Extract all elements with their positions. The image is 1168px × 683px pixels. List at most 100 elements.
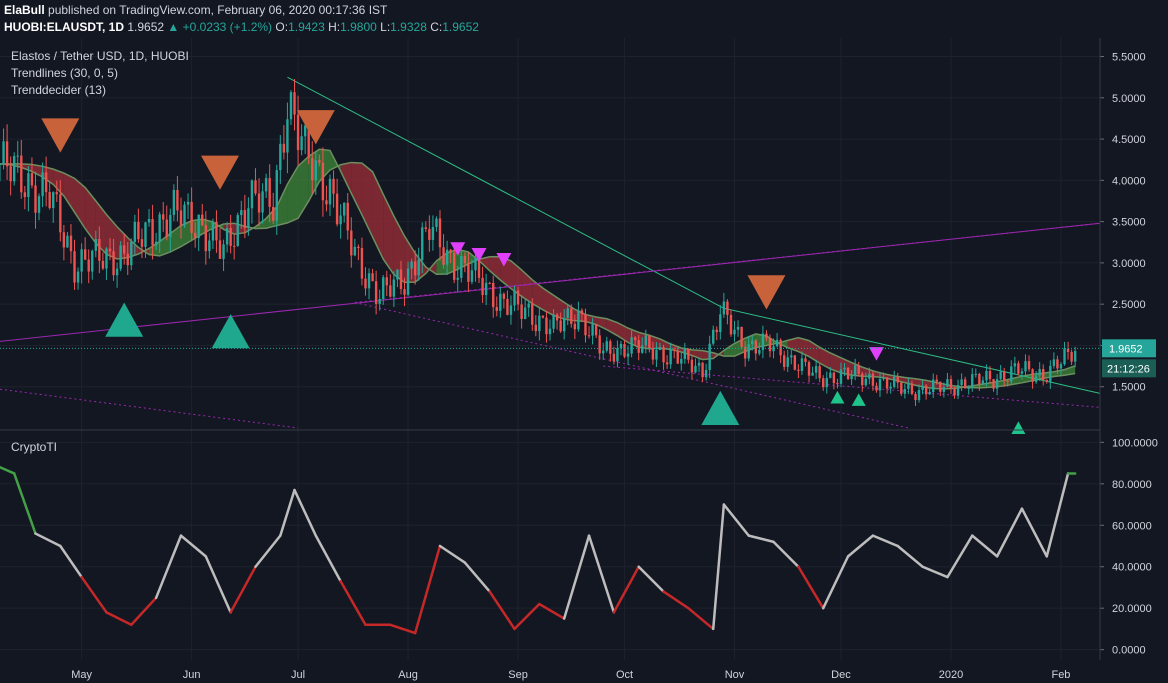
candle-body xyxy=(637,340,640,353)
candle-body xyxy=(875,385,878,391)
candle-body xyxy=(921,385,924,391)
candle-body xyxy=(1027,361,1031,370)
candle-body xyxy=(435,218,438,228)
cloud-segment xyxy=(819,347,831,369)
cryptoti-segment xyxy=(204,555,232,614)
candle-body xyxy=(910,383,914,394)
cryptoti-segment xyxy=(389,623,417,635)
candle-body xyxy=(736,326,740,330)
time-tick-label: Aug xyxy=(398,669,418,681)
candle-body xyxy=(66,235,69,248)
candle-body xyxy=(832,372,836,384)
candle-body xyxy=(846,367,850,380)
oscillator-axis[interactable]: 100.0000 80.0000 60.0000 40.0000 20.0000 0.00… xyxy=(1100,437,1158,657)
candle-body xyxy=(208,240,211,252)
time-axis[interactable]: May Jun Jul Aug Sep Oct Nov Dec 2020 Feb xyxy=(71,669,1070,681)
candle-body xyxy=(587,335,591,337)
close-value: 1.9652 xyxy=(442,20,479,34)
price-tick-label: 2.5000 xyxy=(1112,299,1146,311)
candle-body xyxy=(62,232,66,248)
candle-body xyxy=(1052,359,1056,366)
candle-body xyxy=(328,178,332,205)
candle-body xyxy=(900,382,903,394)
candle-body xyxy=(218,240,222,259)
cryptoti-segment xyxy=(587,534,616,614)
price-tick-label: 3.0000 xyxy=(1112,258,1146,270)
candle-body xyxy=(892,376,896,387)
candle-body xyxy=(527,303,530,308)
candle-body xyxy=(822,378,825,388)
time-tick-label: Sep xyxy=(508,669,528,681)
candle-body xyxy=(1045,379,1048,382)
cryptoti-segment xyxy=(1020,507,1049,558)
candle-body xyxy=(350,230,353,256)
candle-body xyxy=(942,386,946,392)
cryptoti-segment xyxy=(130,596,158,627)
chart-canvas[interactable]: 5.5000 5.0000 4.5000 4.0000 3.5000 3.0000 2.50… xyxy=(0,38,1168,683)
candle-body xyxy=(800,358,804,371)
cryptoti-segment xyxy=(1045,472,1070,558)
candle-body xyxy=(704,369,708,378)
indicator-trendlines-label[interactable]: Trendlines (30, 0, 5) xyxy=(11,66,118,80)
candle-body xyxy=(1006,380,1009,382)
candle-body xyxy=(978,374,981,385)
cloud-segment xyxy=(723,343,735,357)
candle-body xyxy=(864,378,868,386)
cryptoti-segment xyxy=(314,534,342,583)
candle-body xyxy=(374,281,378,304)
candle-body xyxy=(2,141,5,164)
osc-tick-label: 20.0000 xyxy=(1112,603,1152,615)
symbol-label: HUOBI:ELAUSDT, 1D xyxy=(4,20,125,34)
price-tick-label: 1.5000 xyxy=(1112,382,1146,394)
candle-body xyxy=(9,166,12,182)
candle-body xyxy=(1056,359,1059,369)
time-tick-label: 2020 xyxy=(939,669,963,681)
candle-body xyxy=(325,200,328,205)
cryptoti-segment xyxy=(413,544,442,635)
cloud-segment xyxy=(63,173,75,213)
candle-body xyxy=(697,362,701,366)
candle-body xyxy=(1042,368,1045,380)
osc-tick-label: 0.0000 xyxy=(1112,645,1146,657)
candle-body xyxy=(268,178,271,207)
candle-body xyxy=(534,324,538,332)
cloud-segment xyxy=(42,166,54,185)
candle-body xyxy=(332,178,335,194)
osc-tick-label: 40.0000 xyxy=(1112,562,1152,574)
candle-body xyxy=(1038,368,1041,376)
cryptoti-segment xyxy=(179,534,208,558)
cloud-segment xyxy=(372,171,384,260)
cloud-edge-fast xyxy=(0,148,1076,390)
publisher-name[interactable]: ElaBull xyxy=(4,3,45,17)
grid-lines xyxy=(0,38,1100,660)
candle-body xyxy=(520,304,523,320)
candle-body xyxy=(396,269,399,280)
candle-body xyxy=(34,185,37,213)
candle-body xyxy=(626,353,630,357)
candle-body xyxy=(193,232,197,238)
candle-body xyxy=(602,350,605,354)
candle-body xyxy=(133,221,137,242)
price-tick-label: 5.5000 xyxy=(1112,52,1146,64)
candle-body xyxy=(967,387,970,389)
candle-body xyxy=(804,358,807,363)
candle-body xyxy=(552,314,555,329)
candle-body xyxy=(861,373,864,386)
indicator-trenddecider-label[interactable]: Trenddecider (13) xyxy=(11,83,106,97)
cryptoti-segment xyxy=(612,565,640,614)
cloud-segment xyxy=(85,187,96,244)
candle-body xyxy=(275,170,278,221)
candle-body xyxy=(91,250,94,272)
price-tick-label: 4.5000 xyxy=(1112,134,1146,146)
cryptoti-segment xyxy=(946,534,974,579)
candle-body xyxy=(853,365,857,376)
ohlc-line: HUOBI:ELAUSDT, 1D 1.9652 ▲ +0.0233 (+1.2… xyxy=(4,20,479,34)
candle-body xyxy=(342,202,346,216)
candle-body xyxy=(261,191,264,213)
candle-body xyxy=(488,282,491,284)
candle-body xyxy=(176,190,179,211)
candle-body xyxy=(811,372,814,376)
indicator-cryptoti-label[interactable]: CryptoTI xyxy=(11,440,58,454)
candle-body xyxy=(523,307,527,320)
candle-body xyxy=(108,248,112,252)
